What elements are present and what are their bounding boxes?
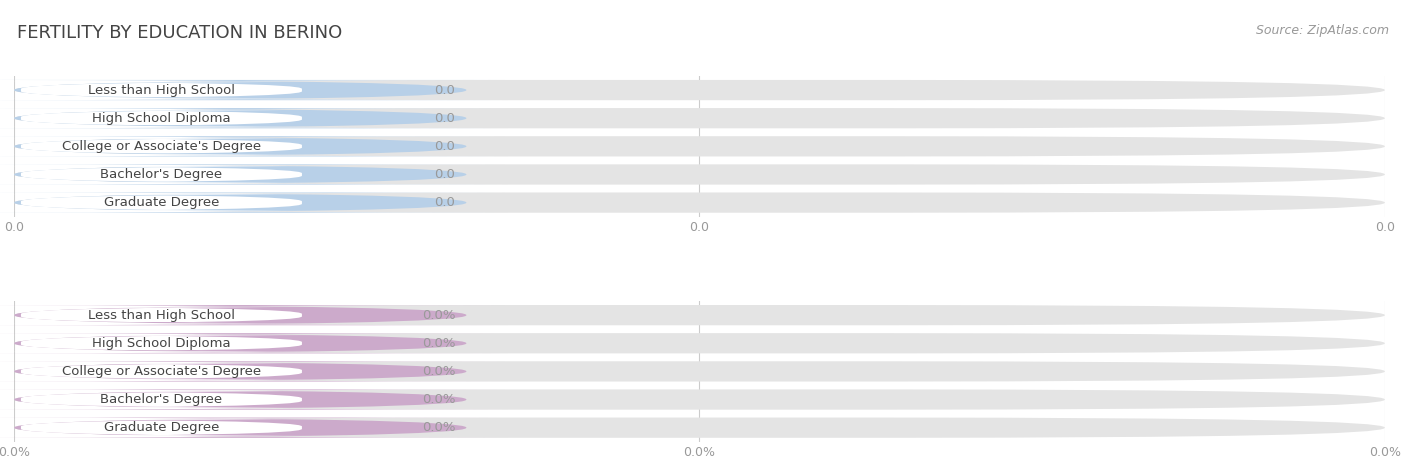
FancyBboxPatch shape <box>14 418 1385 438</box>
Text: 0.0: 0.0 <box>434 196 456 209</box>
Text: High School Diploma: High School Diploma <box>93 112 231 125</box>
FancyBboxPatch shape <box>0 335 364 352</box>
FancyBboxPatch shape <box>0 418 508 438</box>
FancyBboxPatch shape <box>14 390 1385 409</box>
FancyBboxPatch shape <box>0 110 364 126</box>
FancyBboxPatch shape <box>0 80 508 100</box>
Text: 0.0%: 0.0% <box>422 309 456 322</box>
FancyBboxPatch shape <box>14 80 1385 100</box>
FancyBboxPatch shape <box>14 361 1385 381</box>
Text: 0.0%: 0.0% <box>422 393 456 406</box>
FancyBboxPatch shape <box>0 390 508 409</box>
FancyBboxPatch shape <box>0 419 364 436</box>
FancyBboxPatch shape <box>0 166 364 183</box>
Text: Source: ZipAtlas.com: Source: ZipAtlas.com <box>1256 24 1389 37</box>
Text: 0.0%: 0.0% <box>422 337 456 350</box>
Text: 0.0: 0.0 <box>434 168 456 181</box>
Text: 0.0: 0.0 <box>434 140 456 153</box>
Text: Graduate Degree: Graduate Degree <box>104 421 219 434</box>
Text: 0.0: 0.0 <box>434 84 456 96</box>
FancyBboxPatch shape <box>0 82 364 98</box>
Text: College or Associate's Degree: College or Associate's Degree <box>62 140 262 153</box>
FancyBboxPatch shape <box>0 164 508 185</box>
FancyBboxPatch shape <box>14 108 1385 128</box>
FancyBboxPatch shape <box>0 363 364 380</box>
Text: 0.0%: 0.0% <box>422 421 456 434</box>
Text: FERTILITY BY EDUCATION IN BERINO: FERTILITY BY EDUCATION IN BERINO <box>17 24 342 42</box>
Text: Bachelor's Degree: Bachelor's Degree <box>100 393 222 406</box>
FancyBboxPatch shape <box>0 194 364 211</box>
FancyBboxPatch shape <box>0 307 364 323</box>
FancyBboxPatch shape <box>14 192 1385 213</box>
Text: High School Diploma: High School Diploma <box>93 337 231 350</box>
Text: College or Associate's Degree: College or Associate's Degree <box>62 365 262 378</box>
Text: 0.0%: 0.0% <box>422 365 456 378</box>
FancyBboxPatch shape <box>0 305 508 325</box>
FancyBboxPatch shape <box>0 391 364 408</box>
FancyBboxPatch shape <box>14 305 1385 325</box>
FancyBboxPatch shape <box>14 164 1385 185</box>
Text: Less than High School: Less than High School <box>89 309 235 322</box>
Text: Less than High School: Less than High School <box>89 84 235 96</box>
FancyBboxPatch shape <box>0 108 508 128</box>
FancyBboxPatch shape <box>0 361 508 381</box>
FancyBboxPatch shape <box>0 192 508 213</box>
Text: 0.0: 0.0 <box>434 112 456 125</box>
FancyBboxPatch shape <box>14 333 1385 353</box>
FancyBboxPatch shape <box>0 333 508 353</box>
Text: Bachelor's Degree: Bachelor's Degree <box>100 168 222 181</box>
FancyBboxPatch shape <box>14 136 1385 156</box>
Text: Graduate Degree: Graduate Degree <box>104 196 219 209</box>
FancyBboxPatch shape <box>0 136 508 156</box>
FancyBboxPatch shape <box>0 138 364 155</box>
